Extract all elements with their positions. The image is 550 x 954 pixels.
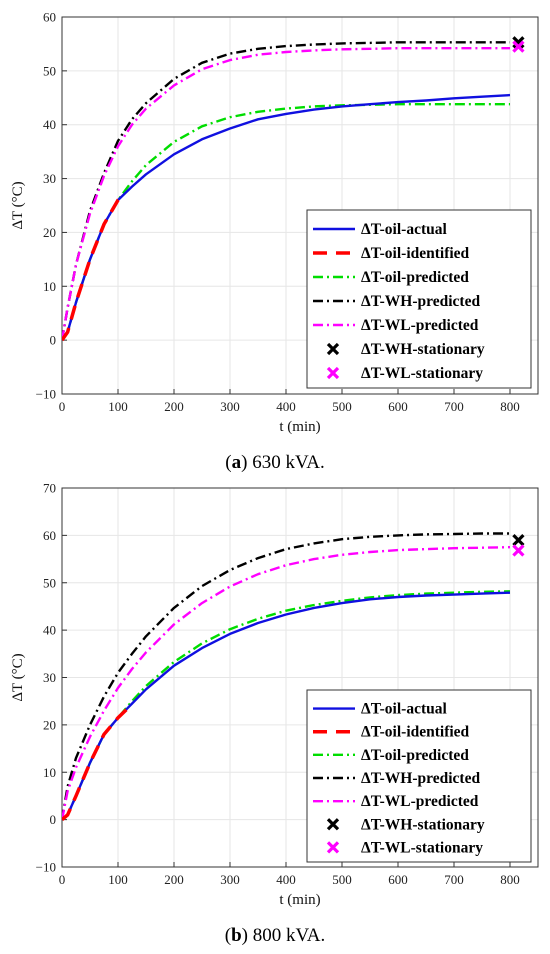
y-tick-label: 20 [43,717,56,732]
x-tick-label: 400 [276,399,296,414]
legend-wl-stationary-label: ΔT-WL-stationary [361,365,483,382]
series-group [62,532,511,821]
legend-wh-predicted-label: ΔT-WH-predicted [361,770,480,787]
series-wl-stationary-marker [512,40,525,53]
y-axis-label: ΔT (°C) [10,653,26,701]
legend-wl-predicted-label: ΔT-WL-predicted [361,793,479,810]
y-tick-label: 0 [50,333,57,348]
x-tick-label: 600 [388,872,408,887]
x-tick-label: 0 [59,872,66,887]
legend-wl-stationary-label: ΔT-WL-stationary [361,839,483,856]
legend-wh-stationary-swatch [326,342,340,356]
series-wh-stationary-marker [512,533,525,547]
x-tick-label: 0 [59,399,66,414]
legend: ΔT-oil-actual ΔT-oil-identified ΔT-oil-pre… [306,689,532,863]
x-axis-label: t (min) [279,892,320,908]
y-tick-label: 70 [43,481,56,496]
y-tick-label: 30 [43,171,56,186]
series-oil-identified-line [62,705,131,821]
chart-a: 0 100 200 300 400 500 600 700 800−10010203040506… [10,10,539,435]
caption-a-text: 630 kVA. [247,452,325,473]
caption-b-letter: b [231,925,242,946]
legend-wh-predicted-label: ΔT-WH-predicted [361,293,480,310]
caption-a: (a) 630 kVA. [225,452,325,473]
x-tick-label: 100 [108,872,128,887]
legend-wl-stationary-swatch [326,841,340,854]
y-tick-label: 60 [43,10,56,25]
series-wh-predicted-line [62,532,510,820]
y-tick-label: −10 [36,860,56,875]
legend-oil-identified-label: ΔT-oil-identified [361,724,470,741]
legend-oil-predicted-label: ΔT-oil-predicted [361,269,469,286]
x-tick-label: 200 [164,399,184,414]
x-tick-label: 500 [332,872,352,887]
x-tick-label: 300 [220,872,240,887]
y-tick-label: 50 [43,575,56,590]
x-tick-label: 700 [444,399,464,414]
y-axis-label: ΔT (°C) [10,181,26,229]
chart-b: 0 100 200 300 400 500 600 700 800−10010203040506… [10,481,539,908]
legend-wl-predicted-label: ΔT-WL-predicted [361,317,479,334]
y-tick-label: 10 [43,765,56,780]
y-tick-label: 40 [43,117,56,132]
legend-wl-stationary-swatch [326,366,340,380]
x-tick-label: 700 [444,872,464,887]
legend: ΔT-oil-actual ΔT-oil-identified ΔT-oil-pre… [306,209,532,389]
legend-oil-actual-label: ΔT-oil-actual [361,701,447,718]
legend-oil-actual-label: ΔT-oil-actual [361,221,447,238]
x-axis-label: t (min) [279,419,320,435]
caption-a-letter: a [231,452,242,473]
series-wl-stationary-marker [512,544,525,557]
axes-frame [61,487,539,868]
legend-oil-identified-label: ΔT-oil-identified [361,245,470,262]
series-wl-predicted-line [62,47,510,341]
series-group [62,41,511,342]
y-tick-label: 10 [43,279,56,294]
legend-wh-stationary-swatch [326,818,340,831]
y-tick-label: 30 [43,670,56,685]
y-tick-label: 60 [43,528,56,543]
caption-b: (b) 800 kVA. [224,925,326,946]
legend-box [306,209,532,389]
y-tick-label: 50 [43,63,56,78]
x-tick-label: 600 [388,399,408,414]
legend-wh-stationary-label: ΔT-WH-stationary [361,816,485,833]
series-wl-predicted-line [62,546,511,820]
legend-wh-stationary-label: ΔT-WH-stationary [361,341,485,358]
series-oil-identified-line [62,193,125,342]
x-tick-label: 800 [500,399,520,414]
x-tick-label: 100 [108,399,128,414]
legend-box [306,689,532,863]
x-tick-label: 500 [332,399,352,414]
x-tick-label: 200 [164,872,184,887]
axes-frame [61,16,539,395]
x-tick-label: 300 [220,399,240,414]
y-tick-label: 40 [43,623,56,638]
series-oil-predicted-line [62,103,510,341]
legend-oil-predicted-label: ΔT-oil-predicted [361,747,469,764]
y-tick-label: −10 [36,387,56,402]
caption-b-text: 800 kVA. [247,925,326,946]
y-tick-label: 20 [43,225,56,240]
series-wh-stationary-marker [512,36,525,49]
y-tick-label: 0 [50,812,57,827]
x-tick-label: 800 [500,872,520,887]
x-tick-label: 400 [276,872,296,887]
